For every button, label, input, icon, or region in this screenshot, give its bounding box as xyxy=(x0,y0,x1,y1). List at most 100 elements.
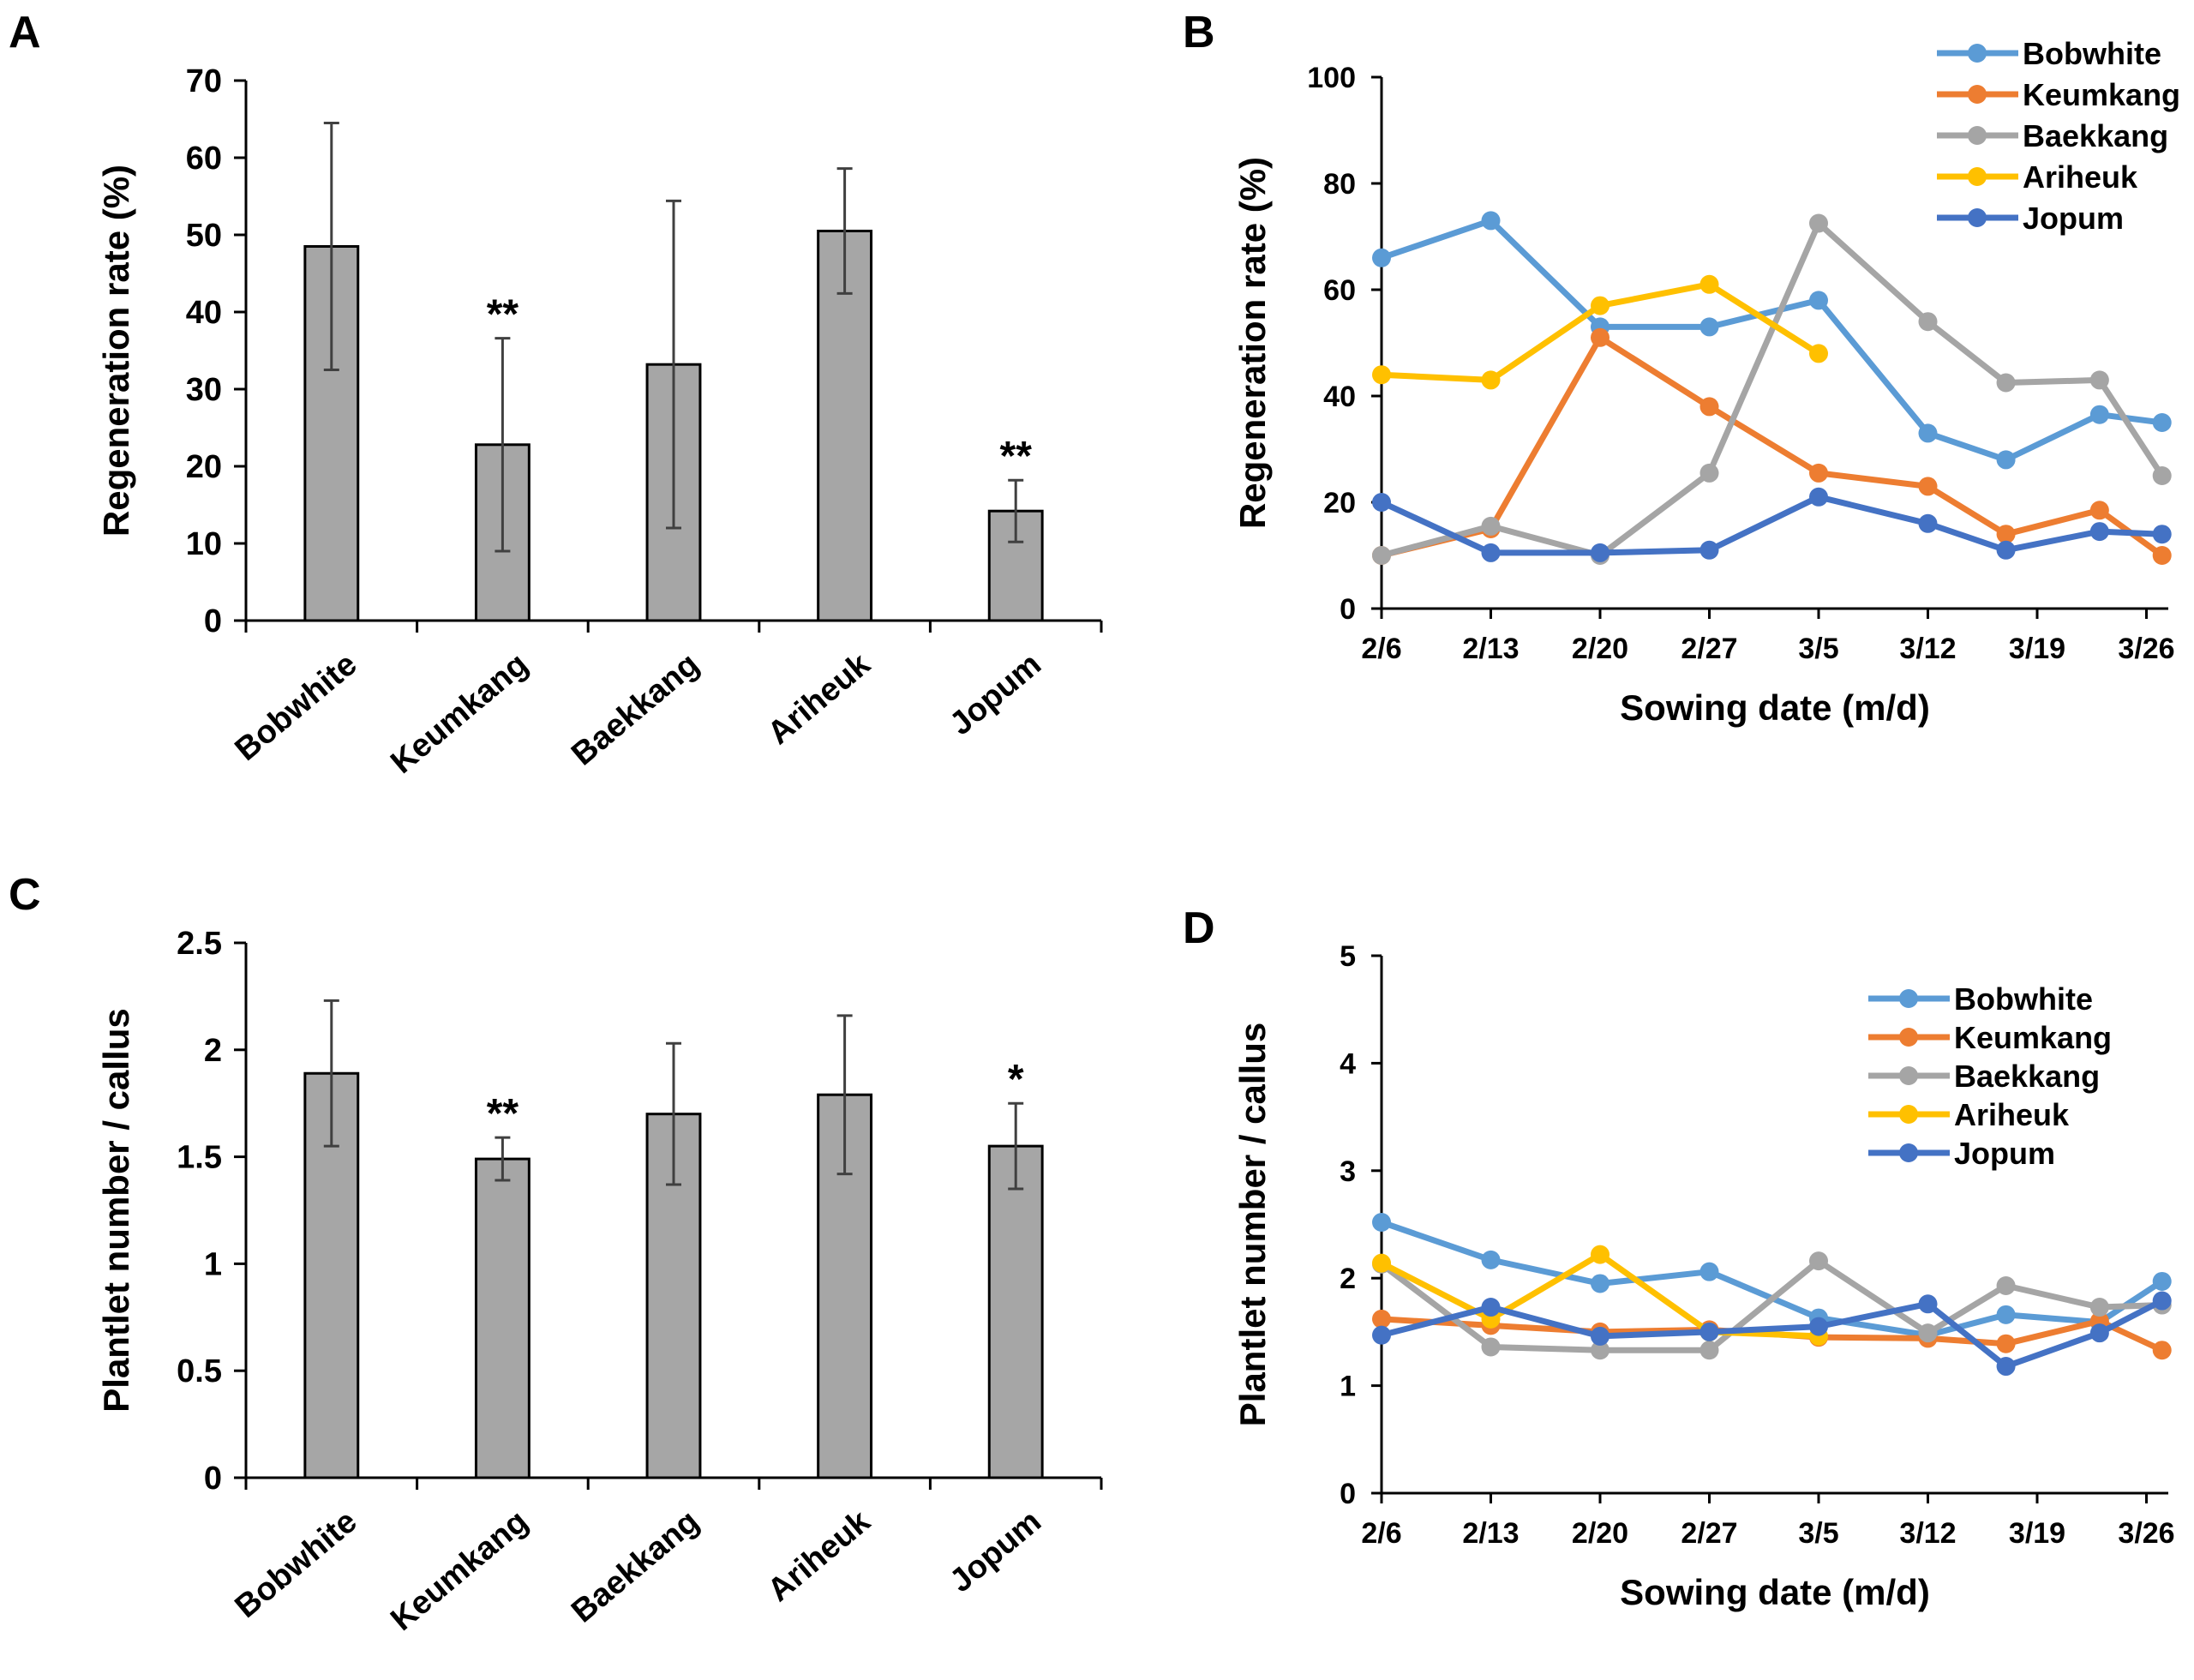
bar-jopum xyxy=(987,1144,1044,1479)
data-point-keumkang xyxy=(1591,327,1610,347)
x-tick-label: 3/19 xyxy=(2009,633,2065,665)
data-point-ariheuk xyxy=(1481,370,1501,390)
data-point-baekkang xyxy=(1809,1251,1828,1271)
y-tick-label: 20 xyxy=(186,449,222,485)
x-tick-label: 2/6 xyxy=(1361,1517,1401,1550)
legend-label-ariheuk: Ariheuk xyxy=(1954,1097,2070,1132)
data-point-jopum xyxy=(1996,540,2016,560)
x-tick-label-bobwhite: Bobwhite xyxy=(229,1503,364,1625)
data-point-keumkang xyxy=(2152,1341,2172,1360)
x-tick-label-jopum: Jopum xyxy=(944,646,1048,742)
data-point-bobwhite xyxy=(1481,1250,1501,1269)
data-point-baekkang xyxy=(1699,463,1719,483)
x-tick-label: 2/20 xyxy=(1572,1517,1628,1550)
data-point-baekkang xyxy=(1372,546,1391,565)
legend-marker-ariheuk xyxy=(1968,167,1987,186)
x-tick-label-jopum: Jopum xyxy=(944,1503,1048,1599)
y-tick-label: 10 xyxy=(186,526,222,562)
chart-d-line: 0 1 2 3 4 5 2/6 2/13 2/20 2/27 3/5 3/12 3/19 3/26 Plan… xyxy=(1232,940,2175,1612)
legend-marker-bobwhite xyxy=(1899,989,1918,1008)
data-point-bobwhite xyxy=(1372,248,1391,267)
panel-letter-c: C xyxy=(9,870,41,920)
panel-c: C 0 0.5 1 1.5 2 2.5 Plantlet number / callus Bo… xyxy=(0,840,1114,1680)
panel-letter-a: A xyxy=(9,8,41,57)
legend-marker-keumkang xyxy=(1899,1028,1918,1047)
data-point-keumkang xyxy=(2152,546,2172,565)
y-tick-label: 4 xyxy=(1340,1047,1356,1080)
x-tick-label: 3/19 xyxy=(2009,1517,2065,1550)
data-point-keumkang xyxy=(1372,1309,1391,1329)
data-point-baekkang xyxy=(2089,370,2109,390)
y-tick-label: 2 xyxy=(1340,1263,1356,1295)
series-line-baekkang xyxy=(1381,220,2165,559)
panel-letter-b: B xyxy=(1183,8,1215,57)
data-point-jopum xyxy=(1481,1298,1501,1317)
x-tick-label-keumkang: Keumkang xyxy=(384,646,535,781)
data-point-bobwhite xyxy=(1699,317,1719,337)
data-point-baekkang xyxy=(1699,1341,1719,1360)
data-point-bobwhite xyxy=(2152,413,2172,432)
data-point-jopum xyxy=(1699,1322,1719,1341)
y-tick-label: 50 xyxy=(186,218,222,254)
data-point-baekkang xyxy=(1918,1323,1938,1343)
legend-label-ariheuk: Ariheuk xyxy=(2023,159,2138,195)
significance-label-keumkang: ** xyxy=(487,1091,519,1137)
y-tick-label: 3 xyxy=(1340,1155,1356,1188)
chart-b-line: 0 20 40 60 80 100 2/6 2/13 2/20 2/27 3/5 3/12 3/19 3/… xyxy=(1232,36,2180,728)
significance-label-keumkang: ** xyxy=(487,292,519,338)
x-tick-label: 3/12 xyxy=(1899,1517,1956,1550)
data-point-baekkang xyxy=(2152,466,2172,485)
y-tick-label: 40 xyxy=(1323,381,1356,413)
x-tick-label: 3/26 xyxy=(2118,1517,2174,1550)
legend-label-keumkang: Keumkang xyxy=(1954,1020,2112,1055)
y-tick-label: 100 xyxy=(1307,62,1356,94)
data-point-bobwhite xyxy=(1996,450,2016,470)
x-tick-label-keumkang: Keumkang xyxy=(384,1503,535,1638)
y-tick-label: 40 xyxy=(186,295,222,331)
y-tick-label: 1 xyxy=(1340,1371,1356,1403)
legend-label-bobwhite: Bobwhite xyxy=(1954,981,2093,1017)
y-tick-label: 0 xyxy=(1340,1478,1356,1510)
data-point-bobwhite xyxy=(1809,291,1828,310)
x-tick-label: 2/27 xyxy=(1681,633,1737,665)
data-point-jopum xyxy=(1372,493,1391,512)
significance-label-jopum: ** xyxy=(1000,434,1033,479)
data-point-jopum xyxy=(1591,543,1610,562)
legend-label-baekkang: Baekkang xyxy=(2023,118,2168,153)
legend-marker-baekkang xyxy=(1899,1066,1918,1085)
y-tick-label: 80 xyxy=(1323,168,1356,201)
y-tick-label: 60 xyxy=(1323,274,1356,307)
y-tick-label: 0 xyxy=(204,1461,222,1497)
y-tick-label: 60 xyxy=(186,141,222,177)
series-line-bobwhite xyxy=(1380,217,2163,463)
data-point-keumkang xyxy=(1996,525,2016,544)
y-tick-label: 20 xyxy=(1323,487,1356,519)
y-tick-label: 5 xyxy=(1340,940,1356,973)
data-point-jopum xyxy=(1918,513,1938,533)
panel-b: B 0 20 40 60 80 100 2/6 2/13 2/20 2/27 3/5 3/12 3/19… xyxy=(1114,0,2194,840)
data-point-jopum xyxy=(1481,543,1501,562)
chart-c-bar: 0 0.5 1 1.5 2 2.5 Plantlet number / callus Bobw… xyxy=(96,926,1103,1638)
data-point-bobwhite xyxy=(1918,423,1938,443)
data-point-keumkang xyxy=(1996,1334,2016,1353)
x-tick-label: 3/5 xyxy=(1798,1517,1838,1550)
legend-label-baekkang: Baekkang xyxy=(1954,1059,2100,1094)
x-tick-label: 2/27 xyxy=(1681,1517,1737,1550)
data-point-ariheuk xyxy=(1699,274,1719,294)
legend-marker-baekkang xyxy=(1968,126,1987,145)
data-point-baekkang xyxy=(1481,1337,1501,1357)
chart-a-bar: 0 10 20 30 40 50 60 70 Regeneration rate (%) Bobw… xyxy=(96,63,1103,781)
x-tick-label-bobwhite: Bobwhite xyxy=(229,646,364,768)
data-point-jopum xyxy=(2089,522,2109,542)
data-point-jopum xyxy=(1372,1325,1391,1345)
data-point-baekkang xyxy=(2089,1298,2109,1317)
y-axis-label: Plantlet number / callus xyxy=(96,1008,136,1412)
x-tick-label-baekkang: Baekkang xyxy=(565,646,706,773)
data-point-bobwhite xyxy=(2152,1271,2172,1291)
data-point-jopum xyxy=(2152,1291,2172,1311)
data-point-ariheuk xyxy=(1372,1253,1391,1273)
data-point-ariheuk xyxy=(1591,1245,1610,1264)
x-tick-label: 3/26 xyxy=(2118,633,2174,665)
legend-label-keumkang: Keumkang xyxy=(2023,77,2180,112)
data-point-jopum xyxy=(2152,525,2172,544)
